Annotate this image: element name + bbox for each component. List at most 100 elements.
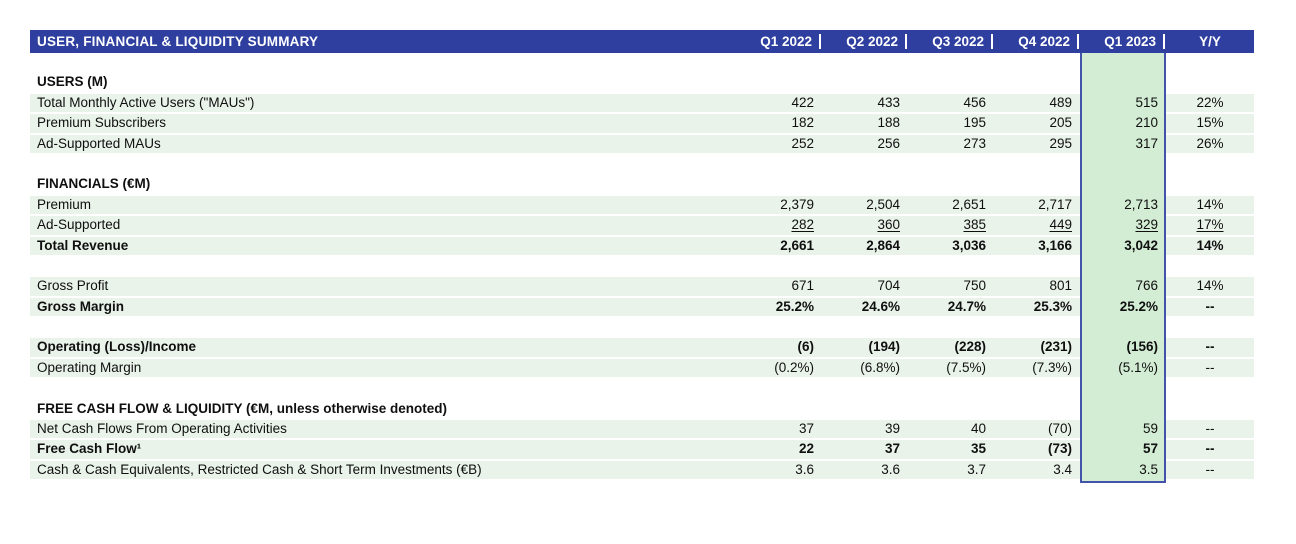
cell-y-y: 17% — [1166, 216, 1254, 235]
cell-q2-2022: 360 — [822, 216, 908, 235]
cell-q1-2022: 671 — [736, 277, 822, 296]
cell-q4-2022: (7.3%) — [994, 358, 1080, 378]
table-row-premium: Premium 2,379 2,504 2,651 2,717 2,713 14% — [30, 195, 1254, 215]
cell-q1-2022: 2,661 — [736, 236, 822, 255]
cell-y-y: 14% — [1166, 195, 1254, 215]
table-row-total-monthly-active-users-maus: Total Monthly Active Users ("MAUs") 422 43… — [30, 93, 1254, 113]
cell-q3-2022: 385 — [908, 216, 994, 235]
cell-q1-2022: 37 — [736, 420, 822, 439]
cell-y-y: -- — [1166, 460, 1254, 480]
cell-q4-2022: 2,717 — [994, 195, 1080, 215]
cell-q4-2022: 489 — [994, 93, 1080, 113]
column-header-q1-2023: Q1 2023 — [1080, 30, 1166, 53]
cell-q4-2022: 25.3% — [994, 297, 1080, 317]
cell-q1-2022: 282 — [736, 216, 822, 235]
cell-q4-2022: (70) — [994, 420, 1080, 439]
cell-y-y: 22% — [1166, 93, 1254, 113]
row-label — [30, 379, 1254, 397]
spacer-row — [30, 379, 1254, 397]
financial-summary-table: USER, FINANCIAL & LIQUIDITY SUMMARY Q1 2… — [30, 30, 1254, 483]
table-row-gross-profit: Gross Profit 671 704 750 801 766 14% — [30, 277, 1254, 296]
table-row-operating-loss-income: Operating (Loss)/Income (6) (194) (228) (231… — [30, 338, 1254, 357]
cell-q2-2022: 3.6 — [822, 460, 908, 480]
cell-q1-2022: 422 — [736, 93, 822, 113]
column-header-q4-2022: Q4 2022 — [994, 30, 1080, 53]
cell-q4-2022: 449 — [994, 216, 1080, 235]
cell-q2-2022: 433 — [822, 93, 908, 113]
cell-q4-2022: 3,166 — [994, 236, 1080, 255]
cell-q4-2022: 801 — [994, 277, 1080, 296]
cell-q2-2022: (6.8%) — [822, 358, 908, 378]
table-row-free-cash-flow: Free Cash Flow¹ 22 37 35 (73) 57 -- — [30, 440, 1254, 459]
header-columns: Q1 2022 Q2 2022 Q3 2022 Q4 2022 Q1 2023 Y/Y — [736, 30, 1254, 53]
row-label — [30, 155, 1254, 173]
cell-q1-2022: 2,379 — [736, 195, 822, 215]
cell-q1-2023: 210 — [1135, 115, 1158, 131]
row-label: Gross Margin — [30, 297, 736, 317]
cell-q2-2022: 2,864 — [822, 236, 908, 255]
cell-q1-2022: 22 — [736, 440, 822, 459]
cell-q3-2022: 3,036 — [908, 236, 994, 255]
cell-y-y: 14% — [1166, 277, 1254, 296]
row-label — [30, 318, 1254, 336]
spacer-row — [30, 318, 1254, 336]
row-label: Cash & Cash Equivalents, Restricted Cash… — [30, 460, 736, 480]
cell-q1-2022: (0.2%) — [736, 358, 822, 378]
row-label: Ad-Supported MAUs — [30, 134, 736, 153]
column-header-q2-2022: Q2 2022 — [822, 30, 908, 53]
table-row-gross-margin: Gross Margin 25.2% 24.6% 24.7% 25.3% 25.2% -- — [30, 297, 1254, 317]
row-label — [30, 53, 1254, 71]
cell-q3-2022: 40 — [908, 420, 994, 439]
cell-q2-2022: 39 — [822, 420, 908, 439]
row-label: Total Revenue — [30, 236, 736, 255]
table-header-bar: USER, FINANCIAL & LIQUIDITY SUMMARY Q1 2… — [30, 30, 1254, 53]
cell-y-y: -- — [1166, 338, 1254, 357]
table-row-total-revenue: Total Revenue 2,661 2,864 3,036 3,166 3,042 14… — [30, 236, 1254, 255]
cell-q1-2023: 57 — [1142, 441, 1158, 457]
row-label: Premium Subscribers — [30, 114, 736, 133]
cell-q1-2023: 3.5 — [1139, 461, 1158, 477]
spacer-row — [30, 257, 1254, 275]
cell-y-y: 14% — [1166, 236, 1254, 255]
row-label: FREE CASH FLOW & LIQUIDITY (€M, unless o… — [37, 400, 448, 416]
cell-q4-2022: 205 — [994, 114, 1080, 133]
cell-q2-2022: 24.6% — [822, 297, 908, 317]
cell-q2-2022: 188 — [822, 114, 908, 133]
column-header-y-y: Y/Y — [1199, 34, 1221, 49]
cell-y-y: -- — [1166, 420, 1254, 439]
cell-q1-2023: (156) — [1126, 339, 1158, 355]
cell-q1-2022: 3.6 — [736, 460, 822, 480]
cell-q2-2022: 2,504 — [822, 195, 908, 215]
table-row-net-cash-flows-from-operating-activities: Net Cash Flows From Operating Activities… — [30, 420, 1254, 439]
cell-q1-2023: 25.2% — [1119, 298, 1158, 314]
cell-q1-2023: 317 — [1135, 135, 1158, 151]
row-label: Operating Margin — [30, 358, 736, 378]
cell-q3-2022: 750 — [908, 277, 994, 296]
cell-q3-2022: (7.5%) — [908, 358, 994, 378]
cell-q1-2022: 182 — [736, 114, 822, 133]
cell-q3-2022: 24.7% — [908, 297, 994, 317]
row-label: Ad-Supported — [30, 216, 736, 235]
cell-q1-2023: 59 — [1142, 421, 1158, 437]
row-label: Total Monthly Active Users ("MAUs") — [30, 93, 736, 113]
row-label: Free Cash Flow¹ — [30, 440, 736, 459]
cell-q4-2022: (231) — [994, 338, 1080, 357]
cell-q2-2022: 704 — [822, 277, 908, 296]
table-row-free-cash-flow-liquidity-m-unless-otherwise-denoted: FREE CASH FLOW & LIQUIDITY (€M, unless o… — [30, 400, 1254, 418]
cell-q1-2022: (6) — [736, 338, 822, 357]
cell-q1-2023: 515 — [1135, 94, 1158, 110]
highlight-column-q1-2023 — [1080, 53, 1166, 483]
cell-q1-2023: 329 — [1135, 217, 1158, 233]
cell-q4-2022: 295 — [994, 134, 1080, 153]
row-label: Net Cash Flows From Operating Activities — [30, 420, 736, 439]
table-rows: USERS (M) Total Monthly Active Users ("MA… — [30, 53, 1254, 480]
cell-q1-2023: (5.1%) — [1118, 359, 1158, 375]
cell-q4-2022: 3.4 — [994, 460, 1080, 480]
row-label: FINANCIALS (€M) — [37, 176, 151, 192]
cell-y-y: -- — [1166, 358, 1254, 378]
table-row-premium-subscribers: Premium Subscribers 182 188 195 205 210 15% — [30, 114, 1254, 133]
table-row-financials-m: FINANCIALS (€M) — [30, 175, 1254, 193]
column-header-q1-2022: Q1 2022 — [736, 30, 822, 53]
spacer-row — [30, 53, 1254, 71]
